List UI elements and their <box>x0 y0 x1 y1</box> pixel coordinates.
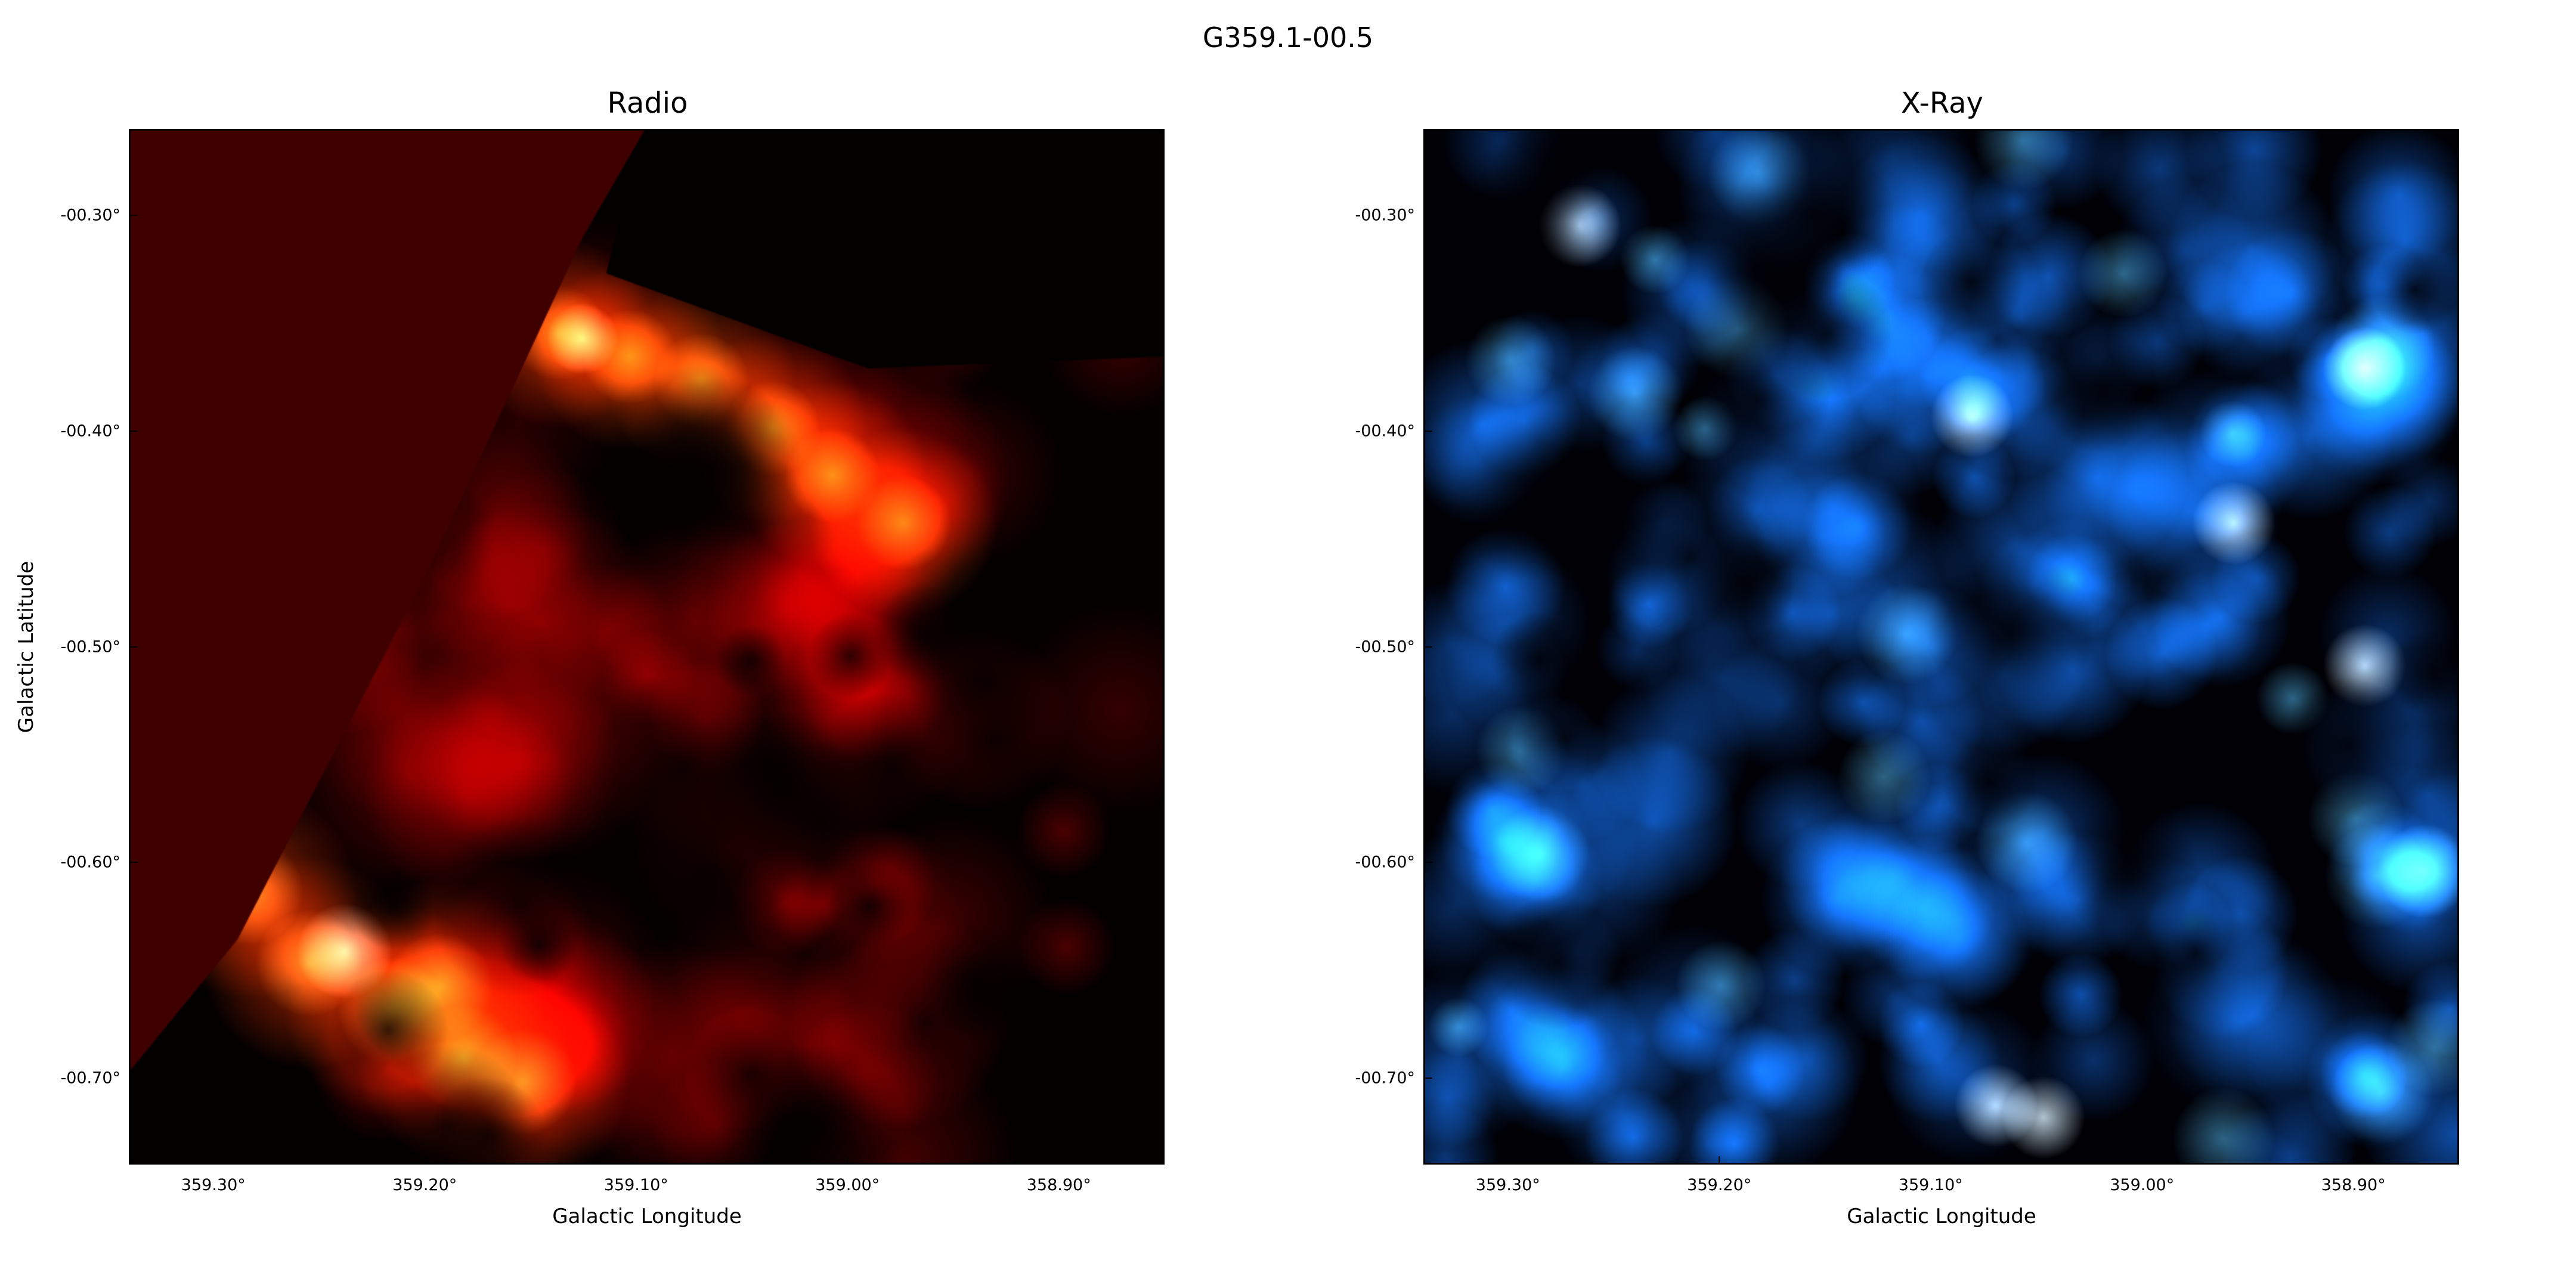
y-tick-mark <box>1425 214 1432 216</box>
y-tick-label: -00.30° <box>60 206 120 225</box>
xray-image-axes <box>1423 129 2459 1165</box>
xray-intensity-image <box>1425 131 2457 1163</box>
y-tick-mark <box>1425 862 1432 863</box>
y-tick-label: -00.60° <box>1355 853 1415 872</box>
x-tick-mark <box>2141 1156 2143 1163</box>
x-tick-mark <box>1930 1156 1931 1163</box>
x-tick-label: 359.30° <box>181 1176 246 1194</box>
y-tick-label: -00.50° <box>60 637 120 656</box>
x-tick-label: 359.20° <box>1687 1176 1752 1194</box>
y-tick-mark <box>1425 430 1432 432</box>
y-tick-mark <box>131 862 138 863</box>
radio-panel-title: Radio <box>607 86 688 120</box>
xray-x-axis-label: Galactic Longitude <box>1847 1205 2036 1228</box>
y-tick-label: -00.60° <box>60 853 120 872</box>
y-tick-mark <box>131 214 138 216</box>
x-tick-label: 359.20° <box>392 1176 457 1194</box>
x-tick-mark <box>847 1156 849 1163</box>
y-tick-mark <box>131 1078 138 1079</box>
x-tick-mark <box>424 1156 426 1163</box>
y-tick-mark <box>1425 1078 1432 1079</box>
y-tick-label: -00.70° <box>60 1069 120 1088</box>
xray-panel-title: X-Ray <box>1901 86 1983 120</box>
y-tick-label: -00.40° <box>1355 422 1415 441</box>
x-tick-mark <box>635 1156 637 1163</box>
x-tick-mark <box>212 1156 214 1163</box>
radio-intensity-image <box>131 131 1163 1163</box>
x-tick-mark <box>1507 1156 1509 1163</box>
y-tick-label: -00.30° <box>1355 206 1415 225</box>
x-tick-label: 359.30° <box>1475 1176 1540 1194</box>
x-tick-label: 358.90° <box>2321 1176 2386 1194</box>
y-tick-label: -00.40° <box>60 422 120 441</box>
x-tick-label: 359.10° <box>1898 1176 1963 1194</box>
radio-x-axis-label: Galactic Longitude <box>552 1205 742 1228</box>
y-tick-label: -00.50° <box>1355 637 1415 656</box>
x-tick-label: 358.90° <box>1026 1176 1091 1194</box>
x-tick-mark <box>1719 1156 1720 1163</box>
x-tick-label: 359.00° <box>815 1176 880 1194</box>
x-tick-mark <box>1058 1156 1060 1163</box>
x-tick-label: 359.10° <box>603 1176 668 1194</box>
y-tick-mark <box>1425 646 1432 648</box>
figure-title: G359.1-00.5 <box>1202 21 1374 54</box>
x-tick-label: 359.00° <box>2110 1176 2175 1194</box>
radio-image-axes <box>129 129 1165 1165</box>
y-tick-mark <box>131 646 138 648</box>
x-tick-mark <box>2352 1156 2354 1163</box>
y-tick-mark <box>131 430 138 432</box>
y-tick-label: -00.70° <box>1355 1069 1415 1088</box>
y-axis-label: Galactic Latitude <box>14 561 38 733</box>
